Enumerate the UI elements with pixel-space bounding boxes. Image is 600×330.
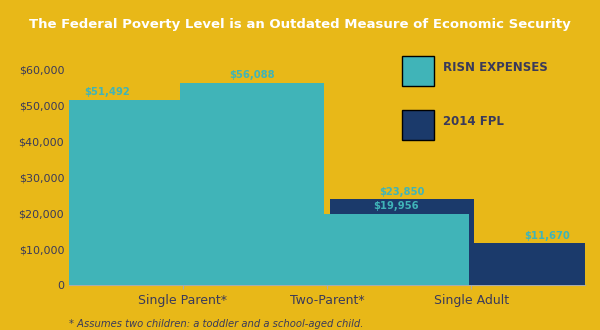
Bar — [179, 83, 324, 285]
Text: $11,670: $11,670 — [524, 230, 569, 241]
Text: $19,790: $19,790 — [235, 201, 280, 211]
Text: $23,850: $23,850 — [379, 186, 425, 197]
Bar — [35, 100, 179, 285]
Text: $19,956: $19,956 — [374, 201, 419, 211]
Text: $51,492: $51,492 — [85, 87, 130, 97]
Bar — [475, 244, 600, 285]
Bar — [330, 199, 475, 285]
Text: 2014 FPL: 2014 FPL — [443, 115, 504, 128]
FancyBboxPatch shape — [402, 56, 434, 86]
Text: * Assumes two children: a toddler and a school-aged child.: * Assumes two children: a toddler and a … — [69, 319, 364, 329]
FancyBboxPatch shape — [402, 110, 434, 140]
Bar — [324, 214, 469, 285]
Text: RISN EXPENSES: RISN EXPENSES — [443, 61, 548, 74]
Bar — [185, 214, 330, 285]
Text: The Federal Poverty Level is an Outdated Measure of Economic Security: The Federal Poverty Level is an Outdated… — [29, 18, 571, 31]
Text: $56,088: $56,088 — [229, 70, 275, 81]
